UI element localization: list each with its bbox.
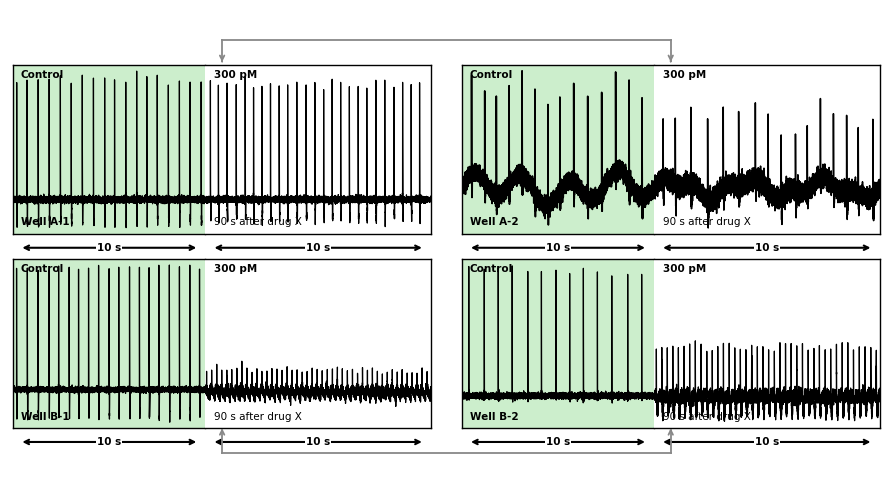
Text: Well B-1: Well B-1 [21, 411, 70, 421]
Text: 10 s: 10 s [755, 437, 779, 447]
Text: Control: Control [21, 264, 65, 274]
Text: 10 s: 10 s [97, 243, 121, 253]
Text: Well B-2: Well B-2 [469, 411, 518, 421]
Text: Control: Control [469, 70, 513, 80]
Text: Well A-1: Well A-1 [21, 217, 70, 227]
Text: 10 s: 10 s [97, 437, 121, 447]
Text: 10 s: 10 s [755, 243, 779, 253]
Text: Control: Control [469, 264, 513, 274]
Text: 90 s after drug X: 90 s after drug X [663, 217, 751, 227]
Text: 90 s after drug X: 90 s after drug X [215, 217, 302, 227]
Text: 10 s: 10 s [545, 243, 570, 253]
Text: 90 s after drug X: 90 s after drug X [663, 411, 751, 421]
Text: 10 s: 10 s [306, 437, 331, 447]
Text: Control: Control [21, 70, 65, 80]
Text: Well A-2: Well A-2 [469, 217, 518, 227]
Text: 300 pM: 300 pM [663, 70, 706, 80]
Text: 300 pM: 300 pM [215, 264, 257, 274]
Text: 300 pM: 300 pM [215, 70, 257, 80]
Text: 10 s: 10 s [306, 243, 331, 253]
Text: 300 pM: 300 pM [663, 264, 706, 274]
Text: 10 s: 10 s [545, 437, 570, 447]
Text: 90 s after drug X: 90 s after drug X [215, 411, 302, 421]
